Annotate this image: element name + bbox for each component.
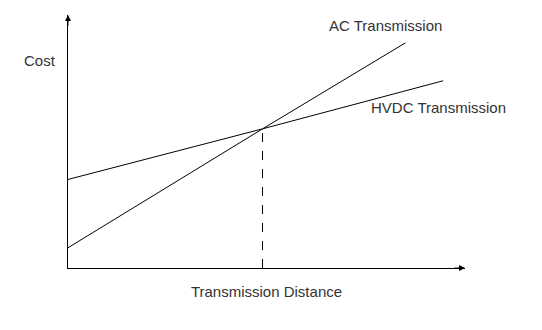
svg-text:HVDC Transmission: HVDC Transmission	[371, 99, 506, 116]
svg-text:Cost: Cost	[24, 52, 56, 69]
svg-text:AC Transmission: AC Transmission	[329, 17, 442, 34]
svg-text:Transmission Distance: Transmission Distance	[191, 283, 342, 300]
